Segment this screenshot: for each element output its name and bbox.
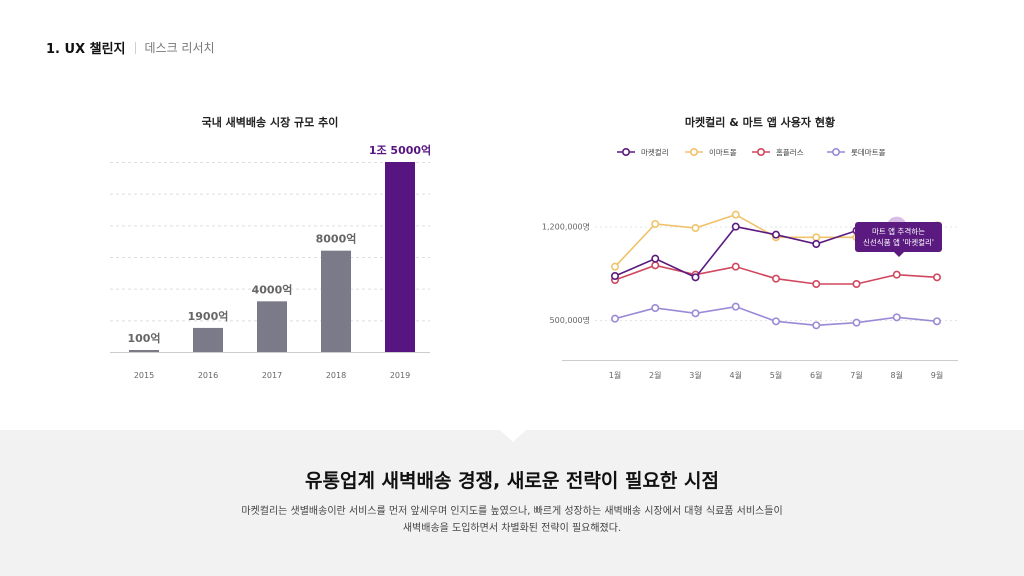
series-point-롯데마트몰 bbox=[892, 313, 901, 322]
summary-headline: 유통업계 새벽배송 경쟁, 새로운 전략이 필요한 시점 bbox=[305, 470, 719, 492]
section-number-title: 1. UX 챌린지 bbox=[46, 42, 126, 57]
summary-description-line-1: 마켓컬리는 샛별배송이란 서비스를 먼저 앞세우며 인지도를 높였으나, 빠르게… bbox=[241, 506, 783, 517]
series-point-홈플러스 bbox=[651, 261, 660, 270]
x-tick-label: 6월 bbox=[810, 370, 822, 380]
series-point-홈플러스 bbox=[731, 262, 740, 271]
annotation-line-2: 신선식품 앱 '마켓컬리' bbox=[863, 238, 934, 247]
x-tick-label: 3월 bbox=[689, 370, 701, 380]
series-point-마켓컬리 bbox=[691, 273, 700, 282]
section-header: 1. UX 챌린지 데스크 리서치 bbox=[46, 38, 215, 57]
legend-label: 마켓컬리 bbox=[641, 147, 669, 157]
charts-canvas: 100억 2015 1900억 2016 4000억 2017 8000억 2018 1조 50… bbox=[110, 144, 958, 380]
line-chart-title: 마켓컬리 & 마트 앱 사용자 현황 bbox=[684, 116, 836, 129]
bar-category-label: 2019 bbox=[390, 371, 410, 380]
annotation-line-1: 마트 앱 추격하는 bbox=[871, 227, 926, 236]
series-point-이마트몰 bbox=[812, 233, 821, 242]
series-point-홈플러스 bbox=[771, 274, 780, 283]
series-point-마켓컬리 bbox=[812, 240, 821, 249]
series-point-마켓컬리 bbox=[731, 222, 740, 231]
legend-label: 이마트몰 bbox=[709, 147, 737, 157]
series-point-롯데마트몰 bbox=[852, 318, 861, 327]
legend-swatch-marker bbox=[621, 148, 630, 157]
bar-value-label: 8000억 bbox=[316, 233, 357, 246]
chart-annotation-tooltip: 마트 앱 추격하는 신선식품 앱 '마켓컬리' bbox=[855, 222, 942, 257]
bar-2017 bbox=[257, 301, 287, 352]
legend-swatch-marker bbox=[689, 148, 698, 157]
series-point-롯데마트몰 bbox=[812, 321, 821, 330]
legend-swatch-marker bbox=[756, 148, 765, 157]
series-point-롯데마트몰 bbox=[691, 309, 700, 318]
bar-2016 bbox=[193, 327, 223, 352]
summary-panel bbox=[0, 430, 1024, 576]
series-point-홈플러스 bbox=[812, 279, 821, 288]
bar-value-label: 100억 bbox=[127, 332, 160, 345]
bar-2018 bbox=[321, 250, 351, 352]
series-point-롯데마트몰 bbox=[771, 317, 780, 326]
series-point-홈플러스 bbox=[892, 270, 901, 279]
series-point-롯데마트몰 bbox=[932, 317, 941, 326]
legend-swatch-marker bbox=[831, 148, 840, 157]
summary-notch bbox=[500, 430, 526, 442]
series-point-롯데마트몰 bbox=[731, 302, 740, 311]
y-tick-label: 500,000명 bbox=[550, 315, 590, 325]
section-subtitle: 데스크 리서치 bbox=[144, 41, 215, 55]
x-tick-label: 4월 bbox=[730, 370, 742, 380]
bar-value-label: 1조 5000억 bbox=[369, 144, 431, 157]
series-point-롯데마트몰 bbox=[610, 314, 619, 323]
bar-category-label: 2015 bbox=[134, 371, 154, 380]
x-tick-label: 5월 bbox=[770, 370, 782, 380]
x-tick-label: 8월 bbox=[891, 370, 903, 380]
x-tick-label: 2월 bbox=[649, 370, 661, 380]
series-point-이마트몰 bbox=[651, 220, 660, 229]
x-tick-label: 9월 bbox=[931, 370, 943, 380]
series-point-이마트몰 bbox=[731, 210, 740, 219]
series-point-마켓컬리 bbox=[651, 254, 660, 263]
series-point-이마트몰 bbox=[691, 224, 700, 233]
legend-label: 롯데마트몰 bbox=[851, 148, 886, 157]
bar-2019 bbox=[385, 162, 415, 352]
bar-2015 bbox=[129, 350, 159, 352]
bar-value-label: 1900억 bbox=[188, 310, 229, 323]
bar-category-label: 2018 bbox=[326, 371, 346, 380]
bar-category-label: 2017 bbox=[262, 371, 282, 380]
legend-label: 홈플러스 bbox=[776, 147, 804, 157]
header-divider bbox=[134, 41, 136, 54]
series-point-마켓컬리 bbox=[610, 271, 619, 280]
series-point-이마트몰 bbox=[610, 262, 619, 271]
series-point-마켓컬리 bbox=[771, 230, 780, 239]
bar-value-label: 4000억 bbox=[252, 283, 293, 296]
series-point-홈플러스 bbox=[852, 279, 861, 288]
y-tick-label: 1,200,000명 bbox=[542, 222, 590, 232]
bar-chart-title: 국내 새벽배송 시장 규모 추이 bbox=[201, 116, 339, 129]
summary-description-line-2: 새벽배송을 도입하면서 차별화된 전략이 필요해졌다. bbox=[402, 523, 622, 534]
bar-category-label: 2016 bbox=[198, 371, 218, 380]
x-tick-label: 7월 bbox=[850, 370, 862, 380]
x-tick-label: 1월 bbox=[609, 370, 621, 380]
series-point-롯데마트몰 bbox=[651, 303, 660, 312]
series-point-홈플러스 bbox=[932, 273, 941, 282]
